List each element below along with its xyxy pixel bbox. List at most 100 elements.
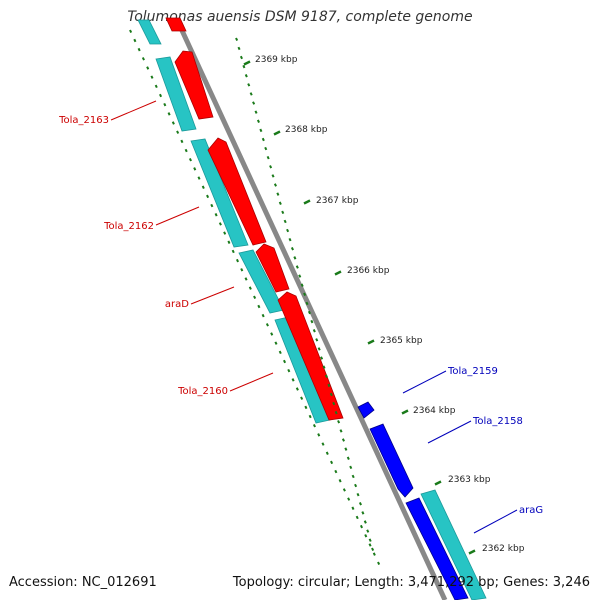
label-leader-line (427, 420, 472, 444)
minor-tick (371, 547, 375, 552)
minor-tick (141, 57, 145, 61)
minor-tick (274, 341, 278, 345)
minor-tick (201, 185, 205, 189)
minor-tick (264, 146, 268, 151)
minor-tick (366, 529, 370, 533)
scale-label: 2365 kbp (380, 336, 423, 346)
minor-tick (342, 488, 346, 492)
minor-tick (344, 447, 348, 451)
minor-tick (341, 438, 345, 442)
gene-arrow (405, 497, 469, 600)
minor-tick (322, 365, 326, 369)
minor-tick (193, 167, 197, 171)
minor-tick (252, 101, 256, 105)
label-leader-line (110, 100, 157, 121)
minor-tick (300, 283, 304, 287)
minor-tick (248, 286, 252, 290)
minor-tick (167, 112, 171, 116)
minor-tick (300, 396, 304, 400)
minor-tick (197, 176, 201, 180)
minor-tick (290, 247, 294, 251)
minor-tick (334, 469, 338, 474)
minor-tick (308, 414, 312, 419)
minor-tick (237, 46, 241, 51)
cds-block (420, 489, 487, 600)
minor-tick (354, 483, 358, 488)
scale-label: 2367 kbp (316, 196, 359, 206)
minor-tick (304, 405, 308, 410)
gene-label: araD (165, 299, 189, 310)
minor-tick (273, 183, 277, 187)
topology-text: Topology: circular; Length: 3,471,292 bp… (232, 575, 590, 590)
minor-tick (257, 304, 261, 309)
minor-tick (146, 66, 150, 70)
minor-tick (176, 130, 180, 134)
minor-tick (351, 474, 355, 479)
major-tick (468, 549, 476, 555)
minor-tick (307, 310, 311, 315)
minor-tick (235, 37, 239, 42)
minor-tick (271, 174, 275, 178)
minor-tick (339, 429, 343, 433)
gene-label: Tola_2162 (103, 221, 154, 232)
backbone-line (176, 22, 448, 600)
minor-tick (210, 203, 214, 208)
minor-tick (223, 231, 227, 235)
minor-tick (295, 265, 299, 269)
minor-tick (266, 155, 270, 160)
minor-tick (337, 420, 341, 424)
minor-tick (188, 157, 192, 162)
minor-tick (227, 240, 231, 244)
gene-label: Tola_2159 (447, 366, 498, 377)
label-leader-line (190, 286, 235, 305)
major-tick (401, 409, 409, 415)
minor-tick (231, 249, 235, 254)
minor-tick (150, 75, 154, 79)
minor-tick (295, 387, 299, 391)
gene-arrow (207, 137, 267, 246)
minor-tick (291, 378, 295, 382)
minor-tick (310, 319, 314, 324)
minor-tick (312, 329, 316, 333)
cds-block (190, 138, 249, 248)
minor-tick (283, 219, 287, 224)
accession-text: Accession: NC_012691 (9, 575, 157, 590)
minor-tick (287, 368, 291, 373)
minor-tick (359, 524, 364, 529)
minor-tick (278, 201, 282, 205)
minor-tick (218, 222, 222, 226)
minor-tick (278, 350, 282, 355)
scale-ticks (129, 29, 476, 566)
gene-arrow (357, 401, 375, 419)
gene-arrow (165, 17, 187, 32)
minor-tick (235, 258, 240, 263)
minor-tick (334, 410, 338, 415)
forward-genes (357, 401, 469, 600)
scale-label: 2363 kbp (448, 475, 491, 485)
minor-tick (259, 128, 263, 133)
minor-tick (249, 92, 253, 96)
minor-tick (239, 55, 243, 60)
minor-tick (206, 194, 210, 199)
minor-tick (154, 84, 158, 89)
minor-tick (180, 139, 184, 144)
minor-tick (355, 515, 359, 520)
minor-tick (276, 192, 280, 196)
minor-tick (163, 102, 167, 107)
minor-tick (254, 110, 258, 114)
label-leader-line (473, 509, 518, 534)
gene-label: Tola_2160 (177, 386, 228, 397)
scale-labels: 2369 kbp 2368 kbp 2367 kbp 2366 kbp 2365 kbp… (255, 55, 525, 554)
scale-label: 2368 kbp (285, 125, 328, 135)
minor-tick (288, 237, 292, 242)
gene-label: araG (519, 505, 543, 516)
minor-tick (346, 456, 350, 460)
minor-tick (261, 137, 265, 142)
gene-labels: Tola_2163 Tola_2162 araD Tola_2160 Tola_2159… (58, 115, 543, 516)
minor-tick (377, 561, 381, 566)
major-tick (303, 199, 311, 205)
minor-tick (363, 520, 367, 524)
scale-label: 2369 kbp (255, 55, 298, 65)
major-tick (334, 270, 342, 276)
label-leader-line (155, 206, 200, 226)
